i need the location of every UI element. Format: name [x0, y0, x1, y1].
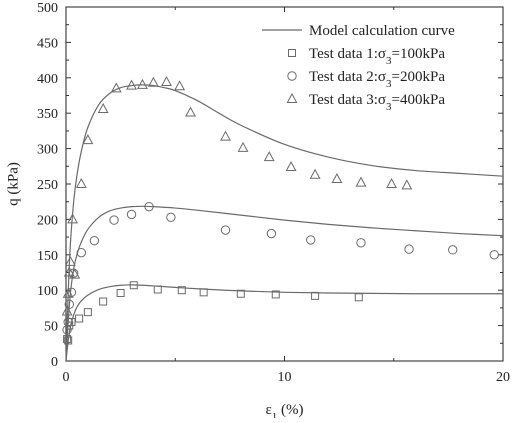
y-tick-label: 250 — [37, 178, 58, 193]
data-point-series-3 — [147, 76, 159, 87]
data-point-series-3 — [401, 179, 413, 190]
data-point-series-2 — [89, 235, 100, 246]
y-tick-label: 350 — [37, 107, 58, 122]
data-point-series-3 — [110, 82, 122, 93]
data-point-series-2 — [404, 244, 414, 254]
data-point-series-3 — [64, 255, 76, 266]
data-point-series-3 — [263, 151, 275, 162]
y-tick-label: 0 — [51, 355, 58, 370]
y-tick-label: 450 — [37, 36, 58, 51]
data-point-series-3 — [69, 268, 81, 279]
data-point-series-3 — [63, 266, 75, 277]
legend-label: Model calculation curve — [309, 23, 455, 39]
y-tick-label: 100 — [37, 284, 58, 299]
data-point-series-1 — [177, 286, 186, 295]
data-point-series-1 — [236, 289, 245, 298]
data-point-series-3 — [161, 75, 172, 87]
data-point-series-2 — [166, 212, 176, 222]
data-point-series-3 — [185, 106, 196, 117]
y-tick-label: 400 — [37, 72, 58, 87]
y-tick-label: 200 — [37, 213, 58, 228]
x-tick-label: 20 — [496, 370, 510, 385]
data-point-series-1 — [99, 297, 108, 306]
data-point-series-3 — [75, 177, 87, 188]
y-tick-label: 150 — [37, 249, 58, 264]
data-point-series-3 — [309, 168, 321, 179]
data-point-series-1 — [199, 288, 208, 297]
y-tick-label: 50 — [44, 320, 58, 335]
data-point-series-3 — [386, 177, 398, 188]
data-point-series-2 — [356, 238, 366, 248]
x-axis-title: ε1 (%) — [265, 402, 303, 418]
data-point-series-2 — [144, 201, 154, 212]
legend-square-symbol — [288, 49, 296, 57]
axes: 0 50 100 150 200 250 300 350 400 450 500 0 10 20 — [37, 1, 510, 385]
data-point-series-2 — [62, 325, 72, 335]
legend: Model calculation curve Test data 1:σ3=10… — [262, 23, 455, 113]
y-tick-label: 300 — [37, 143, 58, 158]
legend-label: Test data 2:σ3=200kPa — [309, 69, 445, 90]
data-point-series-1 — [75, 314, 84, 323]
data-point-series-1 — [311, 291, 320, 300]
data-point-series-3 — [67, 213, 78, 224]
data-point-series-1 — [271, 290, 280, 299]
data-point-series-1 — [64, 336, 73, 345]
data-point-series-3 — [61, 305, 73, 316]
data-point-series-2 — [126, 209, 137, 220]
data-point-series-3 — [355, 176, 367, 187]
data-point-series-1 — [354, 293, 363, 302]
legend-label: Test data 1:σ3=100kPa — [309, 46, 445, 67]
data-point-series-2 — [64, 299, 74, 310]
data-point-series-3 — [82, 134, 94, 145]
x-tick-label: 10 — [278, 370, 292, 385]
data-point-series-3 — [97, 102, 109, 113]
test-data-markers — [61, 75, 499, 345]
data-point-series-1 — [83, 308, 92, 317]
data-point-series-2 — [66, 287, 77, 298]
data-point-series-2 — [63, 317, 73, 327]
data-point-series-3 — [126, 79, 137, 90]
legend-triangle-symbol — [286, 92, 298, 103]
data-point-series-3 — [137, 78, 148, 89]
data-point-series-2 — [109, 215, 119, 225]
data-point-series-3 — [174, 80, 186, 91]
model-curves — [65, 84, 504, 362]
data-point-series-1 — [63, 335, 72, 344]
data-point-series-3 — [62, 287, 74, 298]
y-tick-label: 500 — [37, 1, 58, 16]
data-point-series-2 — [220, 225, 231, 235]
x-tick-label: 0 — [63, 370, 70, 385]
data-point-series-3 — [220, 130, 231, 141]
data-point-series-2 — [306, 235, 316, 245]
data-point-series-3 — [237, 141, 249, 152]
data-point-series-3 — [331, 172, 343, 184]
data-point-series-2 — [489, 250, 499, 260]
legend-circle-symbol — [287, 71, 297, 81]
model-curve-1 — [65, 284, 503, 362]
data-point-series-1 — [153, 285, 162, 294]
data-point-series-2 — [68, 268, 79, 278]
data-point-series-3 — [285, 160, 297, 172]
model-curve-2 — [65, 205, 504, 362]
y-axis-title: q (kPa) — [5, 162, 21, 206]
data-point-series-2 — [448, 245, 458, 255]
data-point-series-2 — [76, 247, 86, 258]
data-point-series-1 — [129, 281, 138, 290]
data-point-series-1 — [67, 318, 76, 327]
data-point-series-1 — [116, 289, 125, 298]
data-point-series-2 — [266, 228, 277, 239]
legend-label: Test data 3:σ3=400kPa — [309, 92, 445, 113]
model-curve-3 — [65, 84, 504, 362]
